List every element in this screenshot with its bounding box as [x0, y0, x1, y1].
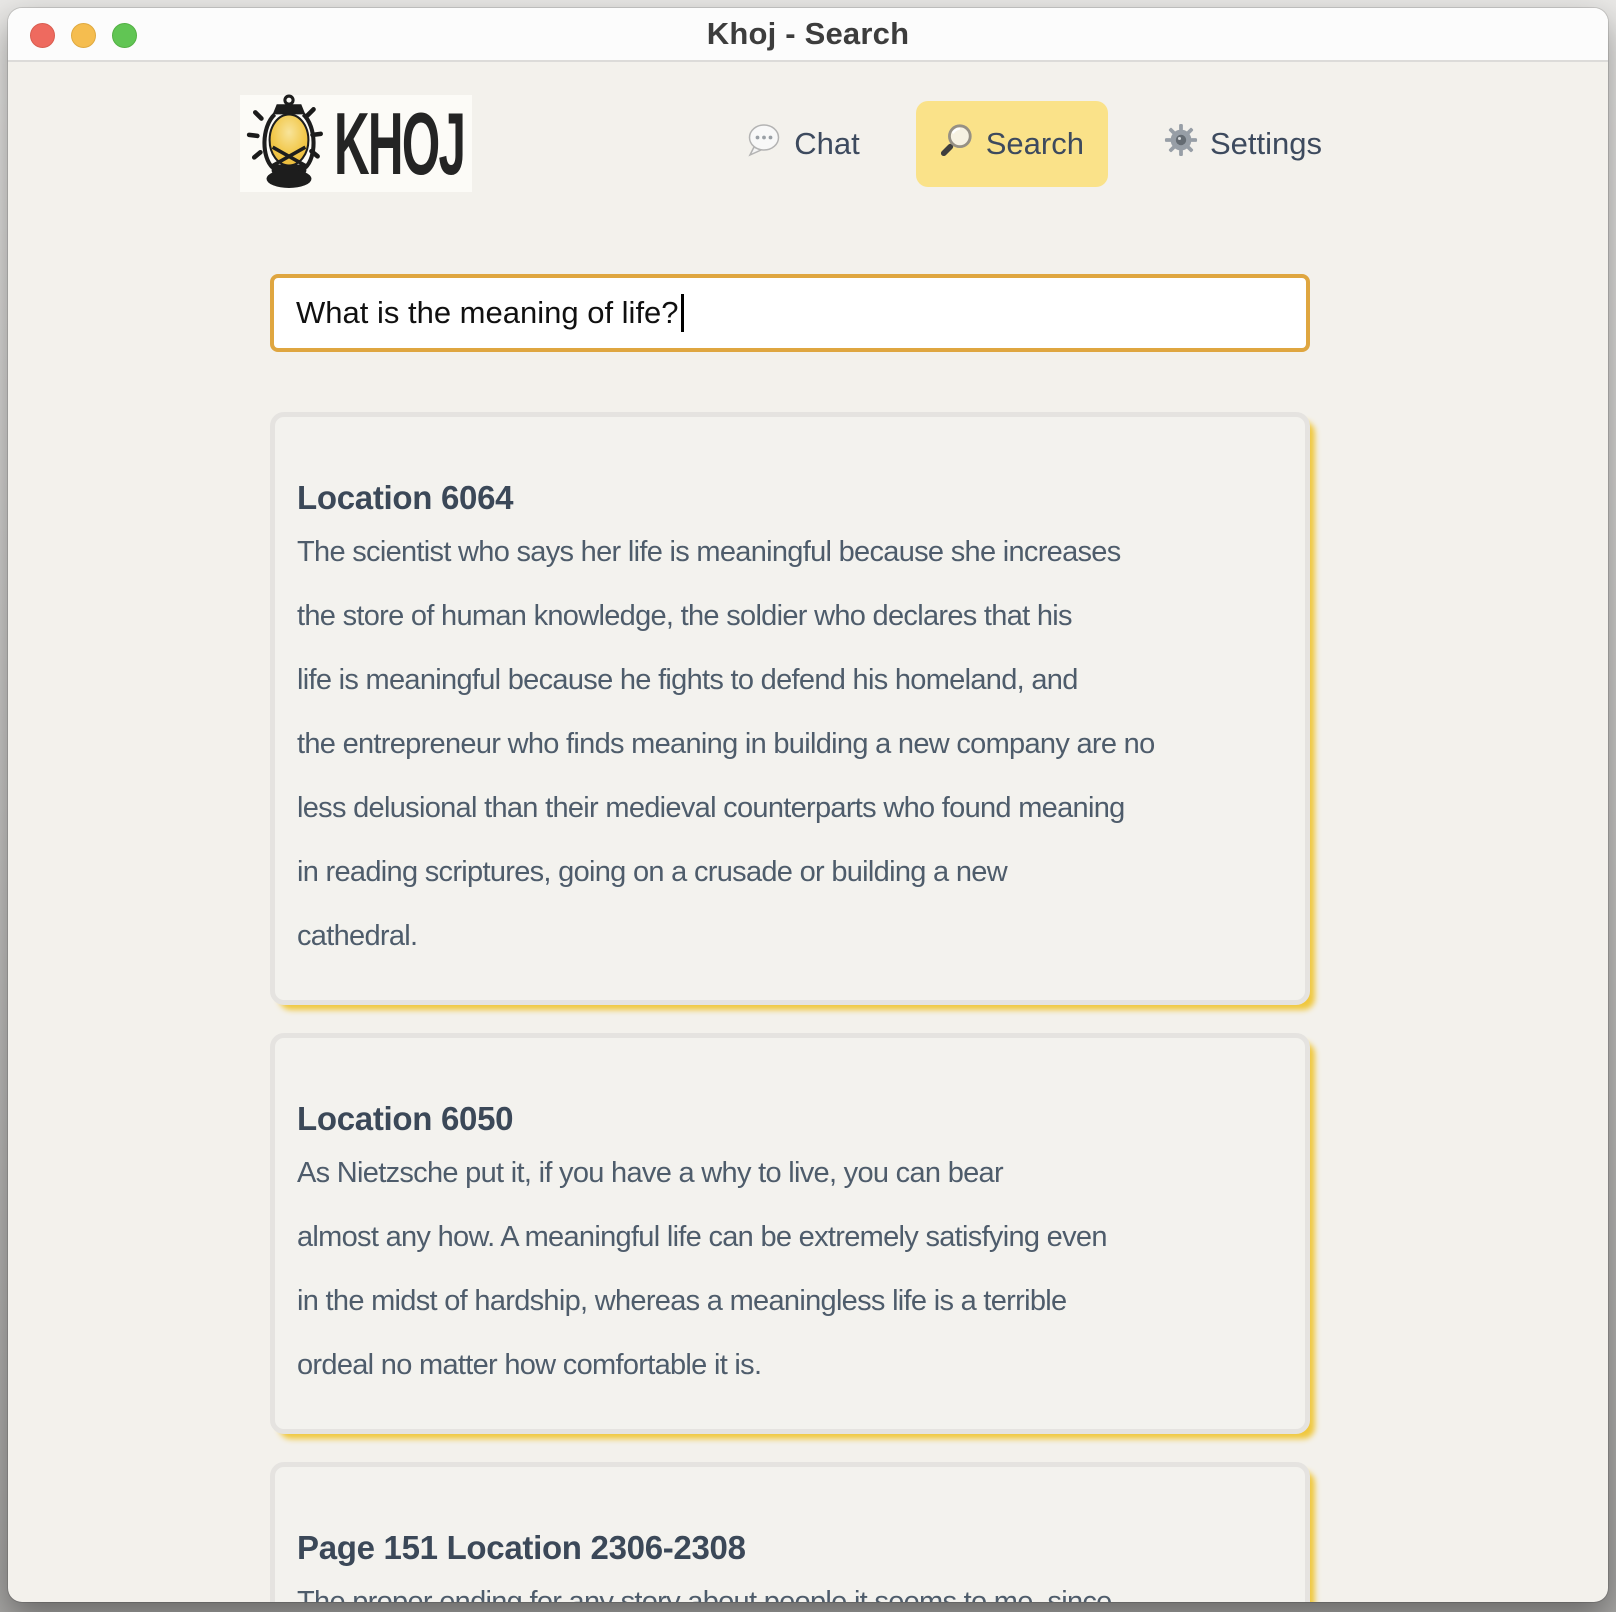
result-title: Location 6064 [297, 479, 514, 516]
header: KHOJ Chat [240, 93, 1332, 193]
zoom-button[interactable] [112, 22, 137, 48]
result-line: almost any how. A meaningful life can be… [297, 1221, 1107, 1253]
chat-icon [746, 122, 782, 166]
result-line: As Nietzsche put it, if you have a why t… [297, 1157, 1004, 1189]
result-line: less delusional than their medieval coun… [297, 792, 1125, 824]
close-button[interactable] [30, 22, 55, 48]
logo-wordmark: KHOJ [334, 93, 466, 193]
result-title: Page 151 Location 2306-2308 [297, 1529, 746, 1566]
titlebar: Khoj - Search [8, 8, 1608, 62]
result-line: ordeal no matter how comfortable it is. [297, 1349, 762, 1381]
nav-settings[interactable]: Settings [1154, 101, 1332, 187]
result-title: Location 6050 [297, 1100, 514, 1137]
app-window: Khoj - Search [8, 8, 1608, 1602]
result-line: the store of human knowledge, the soldie… [297, 600, 1073, 632]
minimize-button[interactable] [71, 22, 96, 48]
main-nav: Chat Search [736, 100, 1332, 188]
nav-search-label: Search [985, 125, 1084, 161]
result-line: The scientist who says her life is meani… [297, 536, 1121, 568]
nav-chat[interactable]: Chat [736, 100, 869, 188]
result-card[interactable]: Page 151 Location 2306-2308 The proper e… [270, 1462, 1310, 1602]
result-line: in reading scriptures, going on a crusad… [297, 856, 1008, 888]
search-results: Location 6064 The scientist who says her… [270, 412, 1310, 1602]
search-row: What is the meaning of life? [270, 274, 1608, 352]
search-icon [940, 123, 974, 165]
result-card[interactable]: Location 6050 As Nietzsche put it, if yo… [270, 1033, 1310, 1434]
result-line: the entrepreneur who finds meaning in bu… [297, 728, 1155, 760]
result-card[interactable]: Location 6064 The scientist who says her… [270, 412, 1310, 1005]
result-line: cathedral. [297, 920, 418, 952]
result-line: in the midst of hardship, whereas a mean… [297, 1285, 1067, 1317]
search-input[interactable]: What is the meaning of life? [270, 274, 1310, 352]
text-caret [680, 294, 684, 332]
khoj-logo: KHOJ [240, 93, 472, 193]
nav-settings-label: Settings [1209, 125, 1322, 161]
result-line: The proper ending for any story about pe… [297, 1586, 1112, 1603]
traffic-lights [30, 8, 137, 62]
result-line: life is meaningful because he fights to … [297, 664, 1078, 696]
gear-icon [1164, 123, 1198, 165]
nav-search[interactable]: Search [915, 100, 1108, 187]
lantern-icon [246, 94, 332, 193]
nav-chat-label: Chat [794, 125, 860, 161]
window-title: Khoj - Search [706, 16, 910, 51]
search-input-value: What is the meaning of life? [296, 295, 679, 330]
